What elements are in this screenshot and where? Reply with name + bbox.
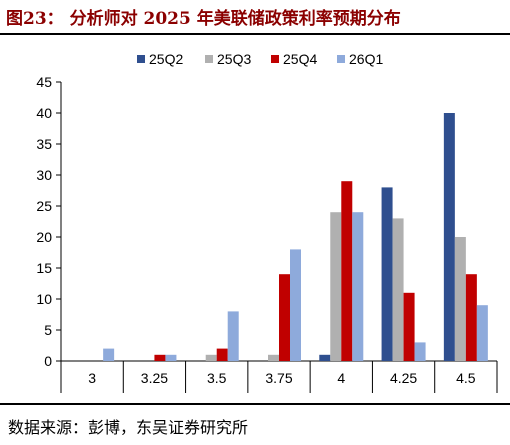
bar-25q3-4-25 — [392, 218, 404, 361]
bar-25q2-4-5 — [443, 113, 455, 361]
y-tick-label: 25 — [36, 198, 52, 214]
x-tick-label: 3.75 — [265, 370, 292, 386]
legend: 25Q2 25Q3 25Q4 26Q1 — [137, 51, 383, 67]
x-tick-label: 3 — [88, 370, 96, 386]
y-tick-label: 0 — [44, 353, 52, 369]
bar-25q3-3-75 — [268, 354, 279, 361]
bar-25q4-4-25 — [403, 292, 415, 361]
top-rule — [0, 33, 510, 35]
y-tick-label: 20 — [36, 229, 52, 245]
x-tick-label: 4.5 — [456, 370, 476, 386]
y-tick-label: 30 — [36, 167, 52, 183]
x-tick-label: 4 — [337, 370, 345, 386]
source-note: 数据来源：彭博，东吴证券研究所 — [8, 418, 249, 437]
legend-label-26q1: 26Q1 — [349, 51, 383, 67]
bar-25q2-4 — [319, 354, 331, 361]
y-axis: 0 5 10 15 20 25 30 35 40 45 — [36, 74, 62, 369]
bar-25q4-4 — [341, 181, 353, 361]
legend-label-25q4: 25Q4 — [283, 51, 317, 67]
bar-26q1-3 — [103, 348, 115, 361]
y-tick-label: 5 — [44, 322, 52, 338]
bar-chart: 25Q2 25Q3 25Q4 26Q1 0 5 10 15 20 25 30 35 40 45 3 3.2… — [36, 51, 498, 393]
x-tick-label: 3.5 — [207, 370, 227, 386]
bar-25q3-4 — [330, 212, 342, 361]
bar-25q3-3-5 — [205, 354, 217, 361]
legend-swatch-25q4 — [271, 55, 279, 63]
bar-26q1-3-75 — [290, 249, 301, 361]
y-tick-label: 35 — [36, 136, 52, 152]
bar-26q1-4-25 — [414, 342, 426, 361]
bar-25q4-4-5 — [465, 274, 477, 361]
x-axis: 3 3.25 3.5 3.75 4 4.25 4.5 — [60, 360, 498, 393]
figure-title: 图23： 分析师对 2025 年美联储政策利率预期分布 — [6, 9, 401, 29]
y-tick-label: 40 — [36, 105, 52, 121]
bar-26q1-3-25 — [165, 354, 177, 361]
legend-swatch-25q2 — [137, 55, 145, 63]
legend-label-25q2: 25Q2 — [149, 51, 183, 67]
bar-25q4-3-25 — [154, 354, 166, 361]
bottom-rule — [0, 403, 510, 405]
bar-25q3-4-5 — [454, 237, 466, 361]
y-tick-label: 45 — [36, 74, 52, 90]
bar-26q1-4-5 — [476, 305, 488, 361]
bar-25q2-4-25 — [381, 187, 393, 361]
bar-26q1-3-5 — [227, 311, 239, 361]
bar-25q4-3-75 — [279, 274, 290, 361]
legend-label-25q3: 25Q3 — [217, 51, 251, 67]
bars — [103, 113, 488, 361]
bar-26q1-4 — [352, 212, 364, 361]
x-tick-label: 4.25 — [390, 370, 417, 386]
y-tick-label: 10 — [36, 291, 52, 307]
legend-swatch-25q3 — [205, 55, 213, 63]
x-tick-label: 3.25 — [141, 370, 168, 386]
y-tick-label: 15 — [36, 260, 52, 276]
bar-25q4-3-5 — [216, 348, 228, 361]
legend-swatch-26q1 — [337, 55, 345, 63]
